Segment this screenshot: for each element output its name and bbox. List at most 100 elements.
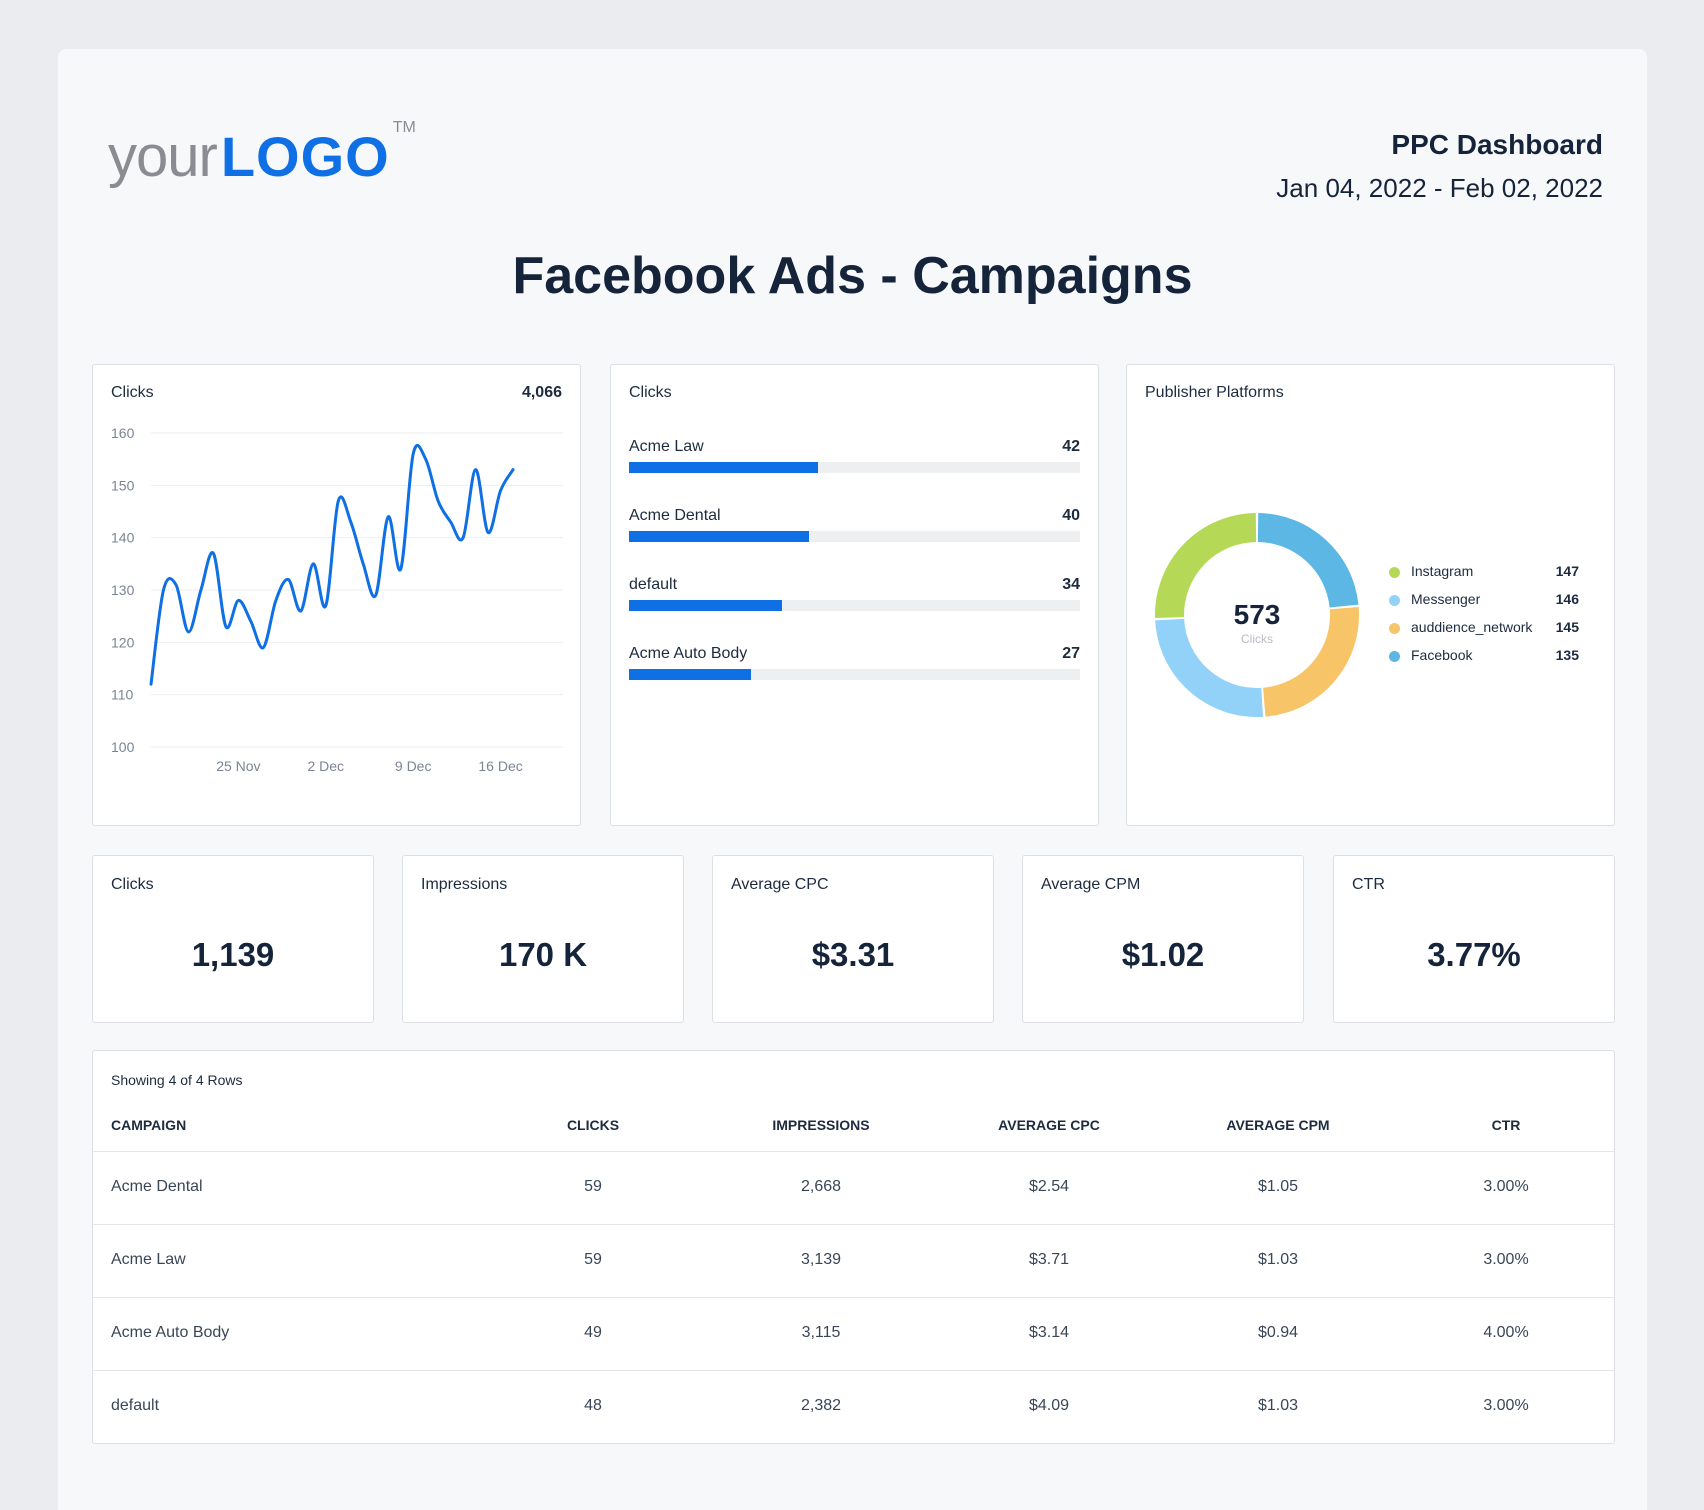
cell-clicks: 59 <box>584 1178 602 1195</box>
cell-average-cpm: $0.94 <box>1257 1324 1299 1341</box>
header-average-cpm[interactable]: AVERAGE CPM <box>1226 1117 1330 1133</box>
donut-slice-auddience-network <box>1263 607 1359 717</box>
legend-value: 147 <box>1555 563 1579 579</box>
brand-logo: your LOGO TM <box>108 119 416 190</box>
cell-average-cpm: $1.03 <box>1257 1397 1299 1414</box>
kpi-value: $3.31 <box>811 936 895 973</box>
bar-track <box>629 531 1080 542</box>
cell-campaign: Acme Dental <box>111 1178 203 1195</box>
campaign-clicks-value: 34 <box>1062 576 1080 593</box>
clicks-line-chart-card: Clicks 4,066 160 150 140 130 120 110 100 25 Nov… <box>92 364 581 826</box>
campaign-bar-row: Acme Auto Body 27 <box>629 645 1080 695</box>
card-label: Clicks <box>629 384 672 401</box>
cell-ctr: 3.00% <box>1483 1178 1529 1195</box>
legend-item: Facebook 135 <box>1389 647 1579 675</box>
bar-track <box>629 462 1080 473</box>
header-ctr[interactable]: CTR <box>1491 1117 1521 1133</box>
legend-swatch <box>1389 651 1400 662</box>
publisher-donut-chart: 573 Clicks <box>1155 513 1359 717</box>
bar-track <box>629 669 1080 680</box>
cell-average-cpc: $3.71 <box>1028 1251 1070 1268</box>
legend-value: 145 <box>1555 619 1579 635</box>
clicks-series-line <box>149 443 515 686</box>
kpi-label: Average CPC <box>731 876 829 893</box>
cell-clicks: 49 <box>584 1324 602 1341</box>
clicks-line-chart: 160 150 140 130 120 110 100 25 Nov 2 Dec 9 Dec 16 … <box>111 425 563 774</box>
x-tick-label: 9 Dec <box>395 758 432 774</box>
campaign-name: Acme Law <box>629 438 704 455</box>
legend-item: auddience_network 145 <box>1389 619 1579 647</box>
x-tick-label: 2 Dec <box>307 758 344 774</box>
kpi-label: Average CPM <box>1041 876 1141 893</box>
logo-logo-text: LOGO <box>220 125 390 188</box>
cell-clicks: 59 <box>584 1251 602 1268</box>
bar-fill <box>629 669 751 680</box>
cell-average-cpc: $3.14 <box>1028 1324 1070 1341</box>
campaign-name: Acme Dental <box>629 507 721 524</box>
donut-legend: Instagram 147 Messenger 146 auddience_networ… <box>1389 563 1579 675</box>
kpi-label: CTR <box>1352 876 1385 893</box>
cell-impressions: 2,668 <box>800 1178 842 1195</box>
legend-label: Instagram <box>1411 563 1474 579</box>
y-tick-label: 160 <box>111 425 135 441</box>
kpi-average-cpm: Average CPM $1.02 <box>1022 855 1304 1023</box>
campaign-name: default <box>629 576 678 593</box>
cell-impressions: 3,115 <box>801 1324 841 1341</box>
card-label: Clicks <box>111 384 154 401</box>
table-row: default 48 2,382 $4.09 $1.03 3.00% <box>93 1370 1614 1443</box>
publisher-platforms-card: Publisher Platforms 573 Clicks Instagram 1… <box>1126 364 1615 826</box>
header-clicks[interactable]: CLICKS <box>566 1117 620 1133</box>
dashboard-name: PPC Dashboard <box>1391 129 1603 160</box>
cell-impressions: 3,139 <box>800 1251 842 1268</box>
donut-center-label: Clicks <box>1241 632 1273 646</box>
cell-campaign: Acme Law <box>111 1251 186 1268</box>
bar-track <box>629 600 1080 611</box>
x-tick-label: 25 Nov <box>216 758 260 774</box>
campaign-name: Acme Auto Body <box>629 645 748 662</box>
cell-average-cpm: $1.03 <box>1257 1251 1299 1268</box>
cell-average-cpc: $4.09 <box>1028 1397 1070 1414</box>
legend-item: Messenger 146 <box>1389 591 1579 619</box>
cell-average-cpc: $2.54 <box>1028 1178 1070 1195</box>
table-header: CAMPAIGN CLICKS IMPRESSIONS AVERAGE CPC … <box>93 1117 1614 1147</box>
logo-trademark: TM <box>392 119 416 136</box>
bar-fill <box>629 600 783 611</box>
legend-label: Messenger <box>1411 591 1481 607</box>
logo-your-text: your <box>108 124 218 189</box>
bar-fill <box>629 462 819 473</box>
kpi-value: 170 K <box>498 936 588 973</box>
legend-value: 146 <box>1555 591 1579 607</box>
legend-value: 135 <box>1555 647 1579 663</box>
legend-swatch <box>1389 623 1400 634</box>
kpi-clicks: Clicks 1,139 <box>92 855 374 1023</box>
y-tick-label: 130 <box>111 582 135 598</box>
date-range: Jan 04, 2022 - Feb 02, 2022 <box>1276 173 1603 203</box>
cell-ctr: 4.00% <box>1483 1324 1529 1341</box>
header-campaign[interactable]: CAMPAIGN <box>111 1117 187 1133</box>
kpi-average-cpc: Average CPC $3.31 <box>712 855 994 1023</box>
y-tick-label: 100 <box>111 739 135 755</box>
kpi-value: 1,139 <box>191 936 275 973</box>
cell-clicks: 48 <box>584 1397 602 1414</box>
legend-swatch <box>1389 567 1400 578</box>
legend-item: Instagram 147 <box>1389 563 1579 591</box>
clicks-by-campaign-card: Clicks Acme Law 42 Acme Dental 40 default 34 A… <box>610 364 1099 826</box>
kpi-ctr: CTR 3.77% <box>1333 855 1615 1023</box>
donut-slice-messenger <box>1155 618 1264 717</box>
campaign-bar-row: Acme Dental 40 <box>629 507 1080 557</box>
legend-label: Facebook <box>1411 647 1473 663</box>
campaign-clicks-value: 27 <box>1062 645 1080 662</box>
campaign-table: Showing 4 of 4 Rows CAMPAIGN CLICKS IMPR… <box>92 1050 1615 1444</box>
page-title: Facebook Ads - Campaigns <box>512 247 1193 305</box>
legend-swatch <box>1389 595 1400 606</box>
cell-campaign: Acme Auto Body <box>111 1324 230 1341</box>
header-average-cpc[interactable]: AVERAGE CPC <box>998 1117 1100 1133</box>
kpi-value: $1.02 <box>1121 936 1205 973</box>
cell-ctr: 3.00% <box>1483 1251 1529 1268</box>
cell-ctr: 3.00% <box>1483 1397 1529 1414</box>
x-tick-label: 16 Dec <box>478 758 522 774</box>
kpi-impressions: Impressions 170 K <box>402 855 684 1023</box>
bar-fill <box>629 531 810 542</box>
y-tick-label: 140 <box>111 530 135 546</box>
header-impressions[interactable]: IMPRESSIONS <box>772 1117 870 1133</box>
